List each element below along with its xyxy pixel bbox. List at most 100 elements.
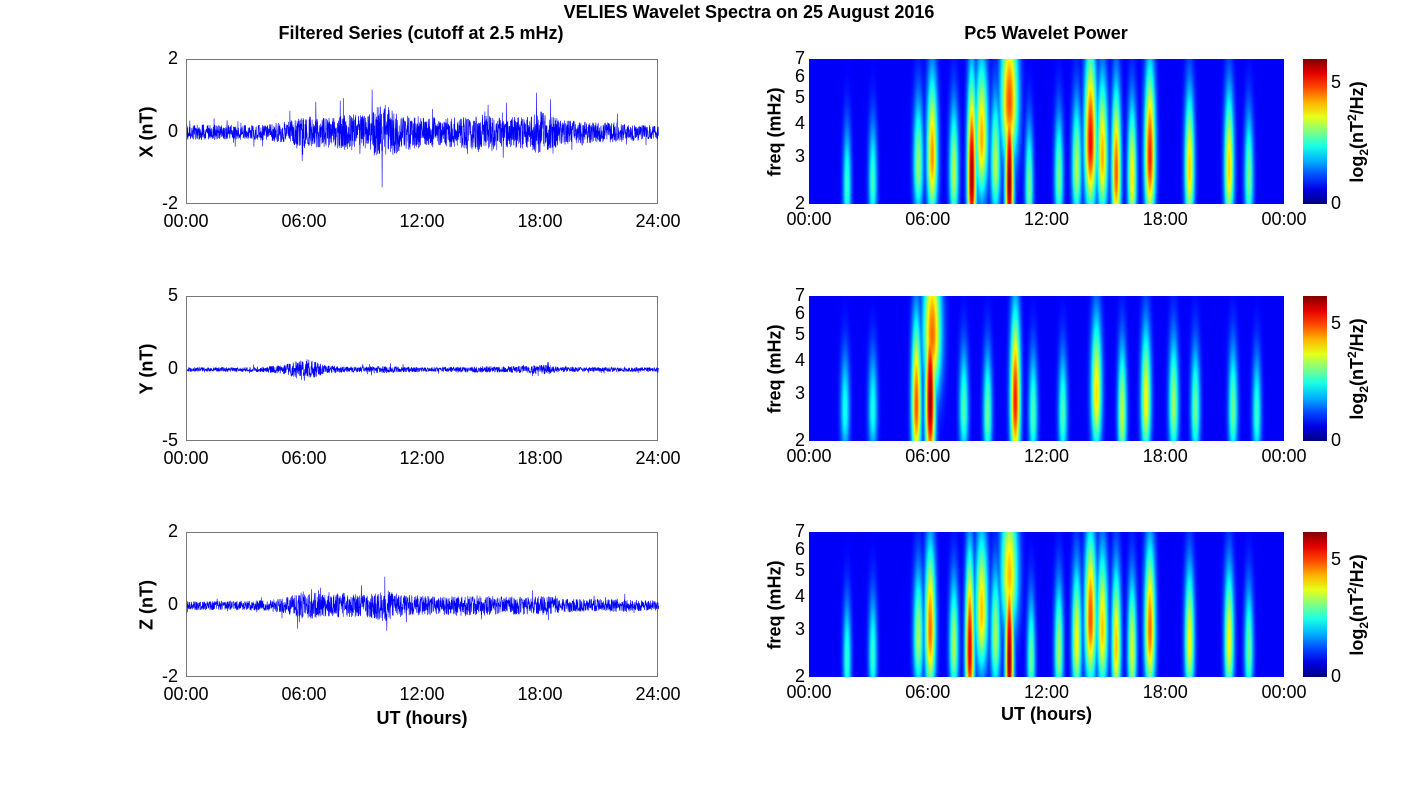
figure-title: VELIES Wavelet Spectra on 25 August 2016	[563, 2, 935, 22]
x-tick-label: 06:00	[905, 209, 951, 229]
x-tick-label: 18:00	[1142, 682, 1188, 702]
series-svg	[187, 576, 659, 631]
x-tick-label: 00:00	[163, 211, 209, 231]
x-tick-label: 18:00	[1142, 446, 1188, 466]
y-tick-label: 4	[794, 349, 805, 370]
y-tick-label: 6	[794, 65, 805, 86]
series-svg	[187, 89, 659, 188]
colorbar-label-part: 2	[1356, 621, 1371, 629]
x-tick-label: 24:00	[635, 684, 681, 704]
colorbar-label-part: /Hz)	[1347, 317, 1368, 351]
x-tick-label: 00:00	[163, 684, 209, 704]
y-tick-label: 2	[167, 48, 178, 68]
y-tick-label: -2	[161, 666, 178, 686]
x-tick-label: 12:00	[399, 211, 445, 231]
y-tick-label: 0	[167, 593, 178, 614]
colorbar-label-part: (nT	[1347, 593, 1368, 622]
y-tick-label: 0	[167, 357, 178, 378]
y-axis-label: freq (mHz)	[764, 560, 785, 649]
colorbar-label-part: log	[1347, 628, 1368, 656]
y-tick-label: 4	[794, 585, 805, 606]
colorbar-label-part: log	[1347, 392, 1368, 420]
y-tick-label: 7	[794, 521, 805, 541]
x-axis-label: UT (hours)	[1001, 704, 1092, 724]
y-tick-label: 7	[794, 48, 805, 68]
colorbar-label-part: (nT	[1347, 357, 1368, 386]
colorbar-tick-label: 0	[1331, 666, 1342, 686]
series-line	[187, 576, 659, 631]
y-tick-label: 3	[794, 383, 805, 404]
colorbar-tick-label: 5	[1331, 313, 1342, 334]
x-tick-label: 00:00	[786, 446, 832, 466]
wavelet-plot-z	[809, 532, 1284, 677]
colorbar-label-part: 2	[1345, 113, 1360, 121]
x-tick-label: 18:00	[517, 448, 563, 468]
y-tick-label: 0	[167, 120, 178, 141]
x-tick-label: 00:00	[1261, 209, 1307, 229]
x-tick-label: 06:00	[281, 684, 327, 704]
x-tick-label: 12:00	[1023, 209, 1070, 229]
colorbar-tick-label: 5	[1331, 72, 1342, 93]
y-tick-label: 6	[794, 538, 805, 559]
y-tick-label: 5	[794, 323, 805, 344]
colorbar	[1303, 296, 1327, 441]
y-tick-label: 5	[794, 86, 805, 107]
y-tick-label: -5	[161, 430, 178, 450]
y-tick-label: 2	[794, 666, 805, 686]
x-tick-label: 00:00	[1261, 446, 1307, 466]
x-tick-label: 06:00	[281, 211, 327, 231]
x-tick-label: 18:00	[517, 211, 563, 231]
line-plot-y	[186, 296, 659, 441]
line-plot-x	[186, 59, 659, 204]
colorbar-label-part: 2	[1356, 385, 1371, 393]
x-axis-label: UT (hours)	[376, 708, 468, 728]
colorbar-label-part: log	[1347, 155, 1368, 183]
colorbar-label: log2(nT2/Hz)	[1345, 81, 1371, 182]
colorbar-label-part: 2	[1345, 350, 1360, 358]
right-column-title: Pc5 Wavelet Power	[964, 23, 1128, 43]
x-tick-label: 06:00	[905, 446, 951, 466]
y-tick-label: 2	[794, 430, 805, 450]
series-line	[187, 89, 659, 188]
colorbar-tick-label: 0	[1331, 430, 1342, 450]
y-axis-label: freq (mHz)	[764, 324, 785, 413]
left-column-title: Filtered Series (cutoff at 2.5 mHz)	[278, 23, 564, 43]
series-line	[187, 359, 659, 381]
y-axis-label: Z (nT)	[136, 579, 157, 630]
x-tick-label: 06:00	[281, 448, 327, 468]
x-tick-label: 00:00	[786, 209, 832, 229]
series-svg	[187, 359, 659, 381]
y-axis-label: X (nT)	[136, 106, 157, 157]
x-tick-label: 12:00	[399, 448, 445, 468]
colorbar-tick-label: 0	[1331, 193, 1342, 213]
wavelet-power-image	[809, 532, 1284, 677]
colorbar-label-part: 2	[1356, 148, 1371, 156]
colorbar	[1303, 59, 1327, 204]
wavelet-plot-x	[809, 59, 1284, 204]
x-tick-label: 12:00	[1023, 446, 1070, 466]
colorbar-label: log2(nT2/Hz)	[1345, 554, 1371, 655]
colorbar-label-part: (nT	[1347, 120, 1368, 149]
colorbar-label-part: /Hz)	[1347, 80, 1368, 114]
x-tick-label: 06:00	[905, 682, 951, 702]
y-tick-label: 4	[794, 112, 805, 133]
y-tick-label: 3	[794, 146, 805, 167]
x-tick-label: 00:00	[786, 682, 832, 702]
colorbar	[1303, 532, 1327, 677]
y-tick-label: 2	[794, 193, 805, 213]
x-tick-label: 00:00	[163, 448, 209, 468]
y-tick-label: -2	[161, 193, 178, 213]
wavelet-power-image	[809, 59, 1284, 204]
line-plot-z	[186, 532, 659, 677]
y-axis-label: Y (nT)	[136, 343, 157, 394]
y-axis-label: freq (mHz)	[764, 87, 785, 176]
y-tick-label: 2	[167, 521, 178, 541]
x-tick-label: 12:00	[1023, 682, 1070, 702]
y-tick-label: 6	[794, 302, 805, 323]
wavelet-power-image	[809, 296, 1284, 441]
colorbar-tick-label: 5	[1331, 549, 1342, 570]
colorbar-label: log2(nT2/Hz)	[1345, 318, 1371, 419]
x-tick-label: 24:00	[635, 448, 681, 468]
y-tick-label: 5	[794, 559, 805, 580]
colorbar-label-part: /Hz)	[1347, 553, 1368, 587]
